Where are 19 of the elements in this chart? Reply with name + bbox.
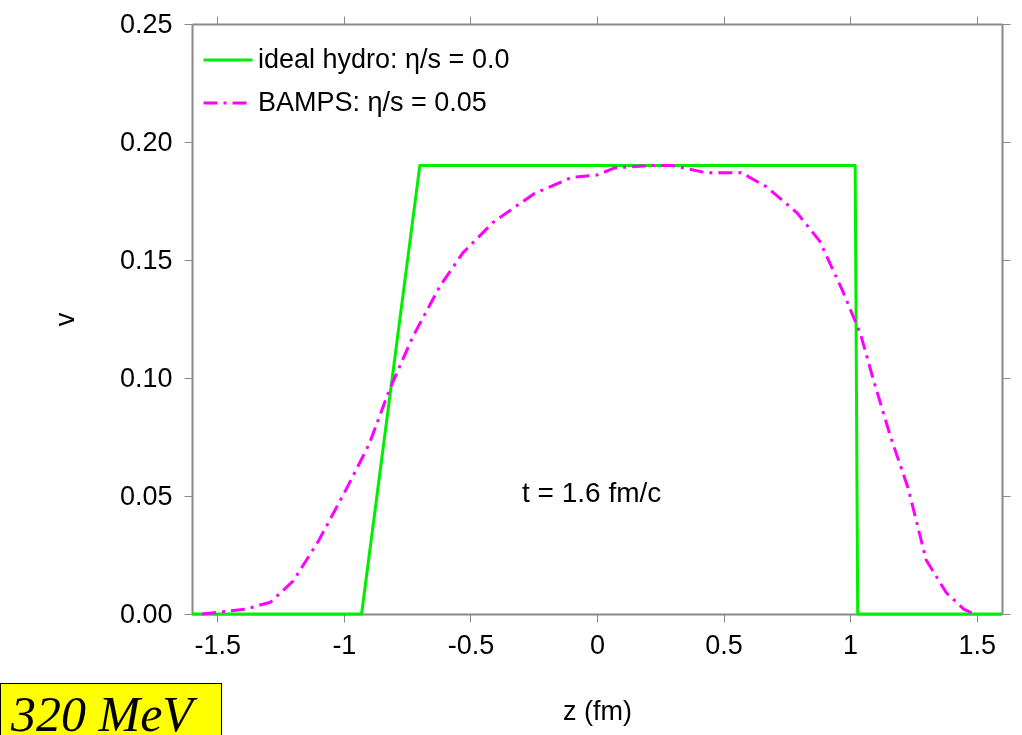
legend-label: ideal hydro: η/s = 0.0 — [258, 44, 510, 74]
x-tick-label: 1.5 — [958, 629, 996, 660]
legend-label: BAMPS: η/s = 0.05 — [258, 87, 487, 117]
x-tick-label: -1.5 — [194, 629, 242, 660]
x-tick-label: -0.5 — [447, 629, 495, 660]
y-tick-label: 0.00 — [119, 598, 173, 629]
y-tick-label: 0.05 — [119, 480, 173, 511]
x-tick-label: 0 — [589, 629, 606, 660]
x-tick-label: -1 — [332, 629, 357, 660]
x-tick-label: 0.5 — [705, 629, 743, 660]
y-tick-label: 0.25 — [119, 8, 173, 39]
y-axis-title: v — [49, 312, 80, 327]
annotation: t = 1.6 fm/c — [522, 477, 662, 508]
y-tick-label: 0.15 — [119, 244, 173, 275]
x-axis-title: z (fm) — [563, 695, 632, 726]
y-tick-label: 0.20 — [119, 126, 173, 157]
x-tick-label: 1 — [843, 629, 859, 660]
y-tick-label: 0.10 — [119, 362, 173, 393]
text: 320 MeV — [0, 683, 222, 735]
